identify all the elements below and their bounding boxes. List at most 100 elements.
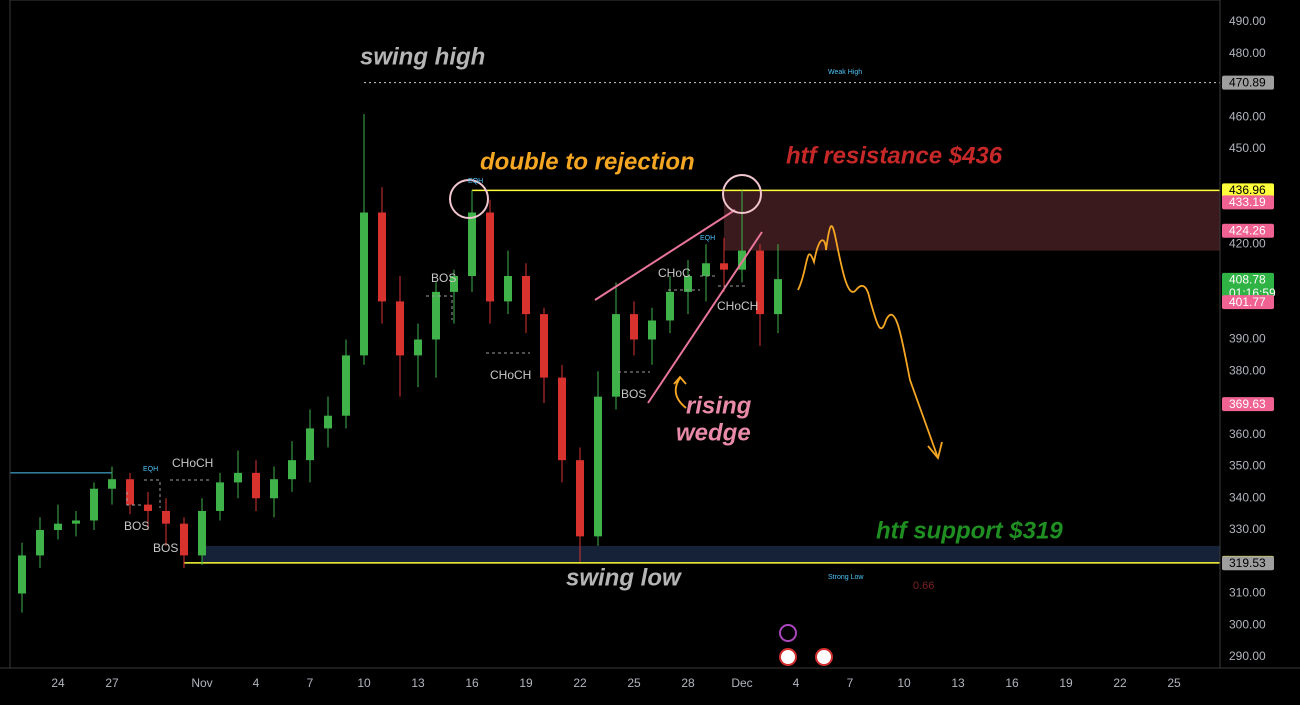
price-label-bg: [1222, 397, 1274, 412]
candle-body: [360, 212, 368, 356]
structure-label: Weak High: [828, 69, 862, 76]
price-label-bg: [1222, 183, 1274, 198]
y-tick-label: 380.00: [1229, 363, 1266, 377]
candle-body: [180, 523, 188, 556]
event-icon: [779, 624, 797, 642]
candle-body: [594, 396, 602, 537]
candle-body: [126, 479, 134, 505]
annotation: htf support $319: [876, 517, 1063, 544]
wedge-lower: [647, 231, 763, 404]
candle-body: [774, 279, 782, 315]
event-icon: [779, 648, 797, 666]
candle-body: [756, 250, 764, 315]
candle-body: [738, 250, 746, 270]
structure-label: BOS: [124, 519, 149, 533]
price-label-bg: [1222, 75, 1274, 90]
price-label: 436.96: [1229, 183, 1266, 197]
x-tick-label: 22: [1113, 676, 1127, 690]
price-label: 408.78: [1229, 273, 1266, 287]
x-tick-label: 19: [1059, 676, 1073, 690]
x-tick-label: 28: [681, 676, 695, 690]
x-tick-label: 24: [51, 676, 65, 690]
y-tick-label: 360.00: [1229, 427, 1266, 441]
price-label: 470.89: [1229, 75, 1266, 89]
candle-body: [486, 212, 494, 302]
y-tick-label: 460.00: [1229, 109, 1266, 123]
candle-body: [234, 472, 242, 483]
x-tick-label: 16: [1005, 676, 1019, 690]
x-tick-label: 7: [847, 676, 854, 690]
candle-body: [18, 555, 26, 594]
y-tick-label: 290.00: [1229, 649, 1266, 663]
candle-body: [198, 510, 206, 556]
candle-body: [648, 320, 656, 340]
structure-label: BOS: [621, 387, 646, 401]
candle-body: [522, 276, 530, 315]
wedge-upper: [594, 209, 736, 301]
structure-label: EQH: [143, 466, 158, 473]
candle-body: [378, 212, 386, 302]
x-tick-label: 10: [897, 676, 911, 690]
price-label-bg: [1222, 195, 1274, 210]
price-label: 424.26: [1229, 223, 1266, 237]
y-tick-label: 330.00: [1229, 522, 1266, 536]
annotation: htf resistance $436: [786, 142, 1003, 169]
candle-body: [414, 339, 422, 356]
annotation: wedge: [676, 419, 751, 446]
y-tick-label: 310.00: [1229, 586, 1266, 600]
projection-path: [797, 225, 939, 459]
rejection-circle: [449, 179, 489, 219]
annotation: rising: [686, 392, 752, 419]
candle-body: [396, 301, 404, 356]
y-tick-label: 350.00: [1229, 459, 1266, 473]
structure-label: EQH: [700, 235, 715, 242]
structure-label: EQH: [468, 178, 483, 185]
candle-body: [306, 428, 314, 461]
event-icon: [815, 648, 833, 666]
annotation: swing high: [360, 43, 485, 70]
candle-body: [504, 276, 512, 302]
x-tick-label: Nov: [191, 676, 212, 690]
candle-body: [72, 520, 80, 524]
structure-label: BOS: [431, 271, 456, 285]
candle-body: [270, 479, 278, 499]
structure-label: BOS: [153, 541, 178, 555]
x-tick-label: 4: [253, 676, 260, 690]
candle-body: [630, 314, 638, 340]
candle-body: [342, 355, 350, 416]
price-label-bg: [1222, 295, 1274, 310]
projection-arrowhead: [927, 441, 943, 460]
x-tick-label: 19: [519, 676, 533, 690]
candle-body: [612, 314, 620, 397]
price-label: 319.53: [1229, 556, 1266, 570]
resistance-zone: [724, 190, 1220, 251]
x-tick-label: 22: [573, 676, 587, 690]
fib-label: 0.66: [913, 580, 934, 592]
drawings: [126, 174, 943, 666]
candle-body: [468, 212, 476, 277]
x-tick-label: 27: [105, 676, 119, 690]
price-label-bg: [1222, 272, 1274, 301]
structure-lines: [126, 275, 745, 508]
candle-body: [450, 276, 458, 292]
candle-body: [216, 482, 224, 511]
structure-label: CHoCH: [490, 368, 531, 382]
y-tick-label: 450.00: [1229, 141, 1266, 155]
x-tick-label: 16: [465, 676, 479, 690]
x-tick-label: 4: [793, 676, 800, 690]
x-tick-label: 7: [307, 676, 314, 690]
structure-label: CHoCH: [172, 456, 213, 470]
candle-body: [666, 291, 674, 321]
rejection-circle: [722, 174, 762, 214]
x-tick-label: Dec: [731, 676, 752, 690]
y-tick-label: 390.00: [1229, 332, 1266, 346]
candle-body: [144, 504, 152, 511]
candle-body: [36, 530, 44, 556]
y-tick-label: 480.00: [1229, 46, 1266, 60]
support-zone: [202, 545, 1220, 563]
structure-label: CHoC: [658, 266, 691, 280]
candle-body: [108, 479, 116, 489]
y-tick-label: 340.00: [1229, 490, 1266, 504]
